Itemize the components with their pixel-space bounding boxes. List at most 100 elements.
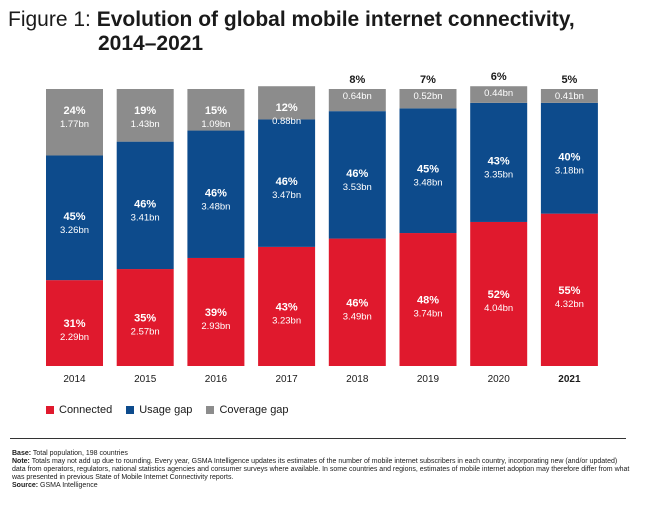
bar-usage-gap-2017 [258,119,316,247]
bar-connected-2019 [399,233,457,366]
data-label-pct-coverage-gap-2017: 12% [276,102,298,114]
data-label-abs-coverage-gap-2020: 0.44bn [484,88,513,99]
bar-connected-2020 [470,221,528,366]
bar-coverage-gap-2015 [116,89,174,142]
data-label-abs-usage-gap-2017: 3.47bn [272,190,301,201]
bar-connected-2018 [328,238,386,366]
base-note: Base: Total population, 198 countries [12,450,632,458]
data-label-pct-coverage-gap-2016: 15% [205,105,227,117]
note-label: Note: [12,458,30,465]
bar-connected-2015 [116,269,174,366]
data-label-pct-connected-2017: 43% [276,301,298,313]
bar-coverage-gap-2017 [258,86,316,120]
data-label-abs-coverage-gap-2021: 0.41bn [555,91,584,102]
data-label-abs-connected-2021: 4.32bn [555,299,584,310]
bar-connected-2017 [258,246,316,366]
bar-coverage-gap-2021 [540,89,598,103]
data-label-pct-connected-2016: 39% [205,307,227,319]
note-text-block: Note: Totals may not add up due to round… [12,458,632,482]
data-label-pct-coverage-gap-2021: 5% [561,74,577,86]
data-label-pct-coverage-gap-2018: 8% [349,74,365,86]
data-label-abs-connected-2016: 2.93bn [201,321,230,332]
bar-coverage-gap-2018 [328,89,386,112]
chart-legend: Connected Usage gap Coverage gap [46,404,289,416]
legend-item-usage-gap: Usage gap [126,404,192,416]
data-label-abs-usage-gap-2014: 3.26bn [60,225,89,236]
legend-label-usage-gap: Usage gap [139,404,193,416]
data-label-abs-coverage-gap-2017: 0.88bn [272,116,301,127]
bar-usage-gap-2018 [328,111,386,239]
bar-connected-2021 [540,213,598,366]
stacked-bar-chart: 31% 2.29bn 45% 3.26bn 24% 1.77bn 2014 35% 2.57bn… [46,71,598,385]
notes-divider [10,438,626,439]
data-label-pct-connected-2019: 48% [417,295,439,307]
data-label-pct-coverage-gap-2020: 6% [491,71,507,83]
x-tick-label-2014: 2014 [63,374,86,385]
data-label-abs-usage-gap-2016: 3.48bn [201,201,230,212]
data-label-pct-coverage-gap-2019: 7% [420,74,436,86]
data-label-pct-usage-gap-2017: 46% [276,176,298,188]
data-label-abs-connected-2014: 2.29bn [60,332,89,343]
data-label-pct-connected-2020: 52% [488,289,510,301]
figure-number: Figure 1: [8,8,91,31]
data-label-abs-usage-gap-2021: 3.18bn [555,165,584,176]
data-label-pct-usage-gap-2016: 46% [205,187,227,199]
data-label-abs-connected-2017: 3.23bn [272,315,301,326]
data-label-pct-connected-2014: 31% [63,318,85,330]
bar-coverage-gap-2016 [187,89,245,131]
chart-notes: Base: Total population, 198 countries No… [12,450,632,490]
bar-coverage-gap-2020 [470,86,528,103]
x-tick-label-2015: 2015 [134,374,157,385]
data-label-pct-connected-2021: 55% [558,285,580,297]
data-label-abs-coverage-gap-2016: 1.09bn [201,119,230,130]
data-label-pct-coverage-gap-2015: 19% [134,105,156,117]
data-label-pct-usage-gap-2020: 43% [488,155,510,167]
data-label-abs-coverage-gap-2014: 1.77bn [60,119,89,130]
bar-usage-gap-2019 [399,108,457,234]
figure-title: Figure 1: Evolution of global mobile int… [8,8,648,56]
bar-usage-gap-2016 [187,130,245,258]
data-label-abs-usage-gap-2018: 3.53bn [343,182,372,193]
x-tick-label-2016: 2016 [205,374,228,385]
legend-item-coverage-gap: Coverage gap [206,404,289,416]
data-label-abs-connected-2015: 2.57bn [131,327,160,338]
legend-label-coverage-gap: Coverage gap [219,404,289,416]
data-label-pct-coverage-gap-2014: 24% [63,105,85,117]
bar-usage-gap-2021 [540,102,598,214]
bar-usage-gap-2014 [46,155,103,281]
data-label-pct-usage-gap-2021: 40% [558,151,580,163]
data-label-pct-usage-gap-2014: 45% [63,211,85,223]
source-note: Source: GSMA Intelligence [12,482,632,490]
data-label-pct-connected-2018: 46% [346,297,368,309]
figure-title-years: 2014–2021 [98,32,204,55]
legend-label-connected: Connected [59,404,113,416]
base-label: Base: [12,450,32,457]
data-label-abs-connected-2018: 3.49bn [343,311,372,322]
base-text: Total population, 198 countries [32,450,128,457]
data-label-pct-usage-gap-2015: 46% [134,198,156,210]
data-label-pct-usage-gap-2019: 45% [417,164,439,176]
bar-connected-2014 [46,280,103,366]
data-label-abs-coverage-gap-2019: 0.52bn [413,91,442,102]
data-label-abs-connected-2019: 3.74bn [413,309,442,320]
legend-swatch-coverage-gap [206,406,215,414]
data-label-abs-usage-gap-2020: 3.35bn [484,169,513,180]
note-text: Totals may not add up due to rounding. E… [12,458,630,481]
bar-coverage-gap-2019 [399,89,457,109]
data-label-abs-coverage-gap-2015: 1.43bn [131,119,160,130]
bar-usage-gap-2020 [470,102,528,222]
data-label-abs-usage-gap-2015: 3.41bn [131,212,160,223]
bar-coverage-gap-2014 [46,89,103,156]
x-tick-label-2021: 2021 [558,374,581,385]
data-label-abs-connected-2020: 4.04bn [484,303,513,314]
source-text: GSMA Intelligence [40,482,98,489]
legend-item-connected: Connected [46,404,112,416]
x-tick-label-2018: 2018 [346,374,369,385]
data-label-abs-coverage-gap-2018: 0.64bn [343,91,372,102]
x-tick-label-2017: 2017 [275,374,298,385]
source-label: Source: [12,482,39,489]
bar-usage-gap-2015 [116,141,174,270]
data-label-pct-connected-2015: 35% [134,313,156,325]
data-label-abs-usage-gap-2019: 3.48bn [413,178,442,189]
data-label-pct-usage-gap-2018: 46% [346,168,368,180]
